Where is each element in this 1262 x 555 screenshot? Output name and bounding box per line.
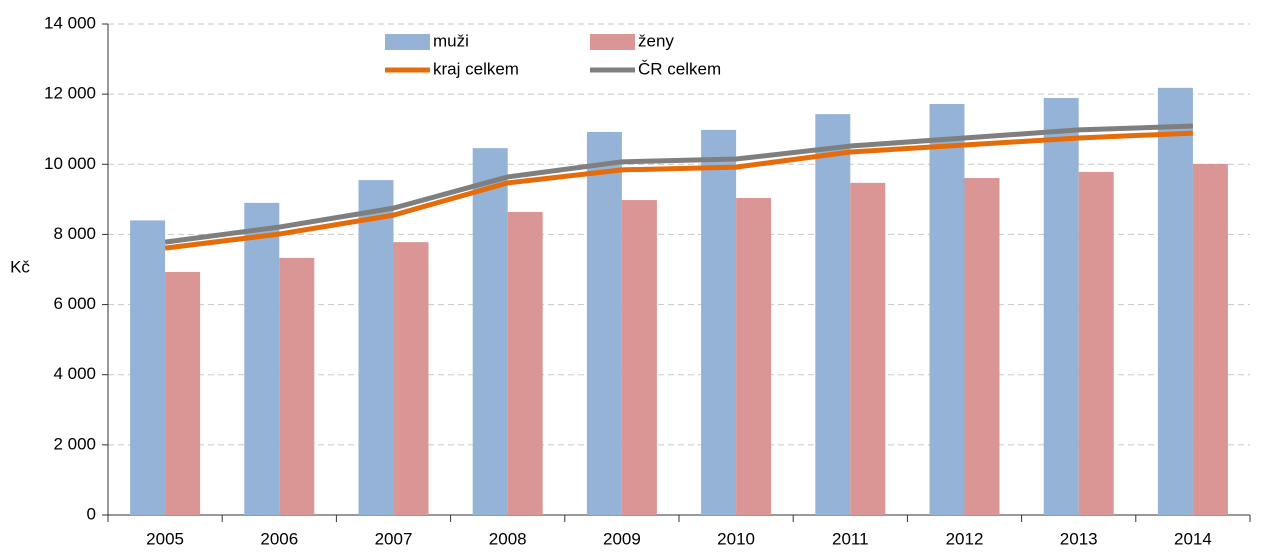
bar: [358, 180, 394, 515]
legend-label: muži: [433, 31, 469, 50]
x-tick-label: 2010: [717, 529, 755, 548]
x-tick-label: 2006: [260, 529, 298, 548]
y-tick-label: 4 000: [53, 364, 96, 383]
x-tick-label: 2008: [489, 529, 527, 548]
bar: [130, 220, 166, 515]
bar: [1157, 87, 1193, 515]
bar: [701, 129, 737, 515]
x-tick-label: 2005: [146, 529, 184, 548]
y-tick-label: 6 000: [53, 294, 96, 313]
bar: [815, 114, 851, 515]
bar: [165, 271, 201, 515]
bar: [586, 132, 622, 515]
bar: [621, 200, 657, 515]
bar: [736, 197, 772, 515]
y-tick-label: 14 000: [44, 13, 96, 32]
bar: [244, 202, 280, 515]
y-tick-label: 8 000: [53, 224, 96, 243]
y-axis-label: Kč: [10, 257, 30, 276]
bar: [964, 177, 1000, 516]
y-tick-label: 10 000: [44, 154, 96, 173]
y-tick-label: 12 000: [44, 84, 96, 103]
y-tick-label: 0: [87, 504, 96, 523]
x-tick-label: 2013: [1060, 529, 1098, 548]
bar: [1078, 172, 1114, 515]
x-tick-label: 2011: [832, 529, 869, 548]
line: [164, 123, 1193, 245]
x-tick-label: 2007: [375, 529, 413, 548]
bar: [472, 148, 508, 515]
y-tick-label: 2 000: [53, 434, 96, 453]
legend-label: kraj celkem: [433, 59, 519, 78]
bar: [850, 182, 886, 515]
legend-label: ČR celkem: [638, 59, 721, 78]
legend-swatch: [590, 34, 635, 50]
bar: [1192, 163, 1228, 515]
bar: [393, 242, 429, 515]
line: [164, 130, 1194, 251]
bar: [929, 103, 965, 515]
x-tick-label: 2014: [1174, 529, 1212, 548]
bar: [279, 257, 315, 515]
bar: [1043, 98, 1079, 515]
legend-label: ženy: [638, 31, 674, 50]
bar: [507, 211, 543, 516]
x-tick-label: 2012: [946, 529, 984, 548]
x-tick-label: 2009: [603, 529, 641, 548]
legend-swatch: [385, 34, 430, 50]
